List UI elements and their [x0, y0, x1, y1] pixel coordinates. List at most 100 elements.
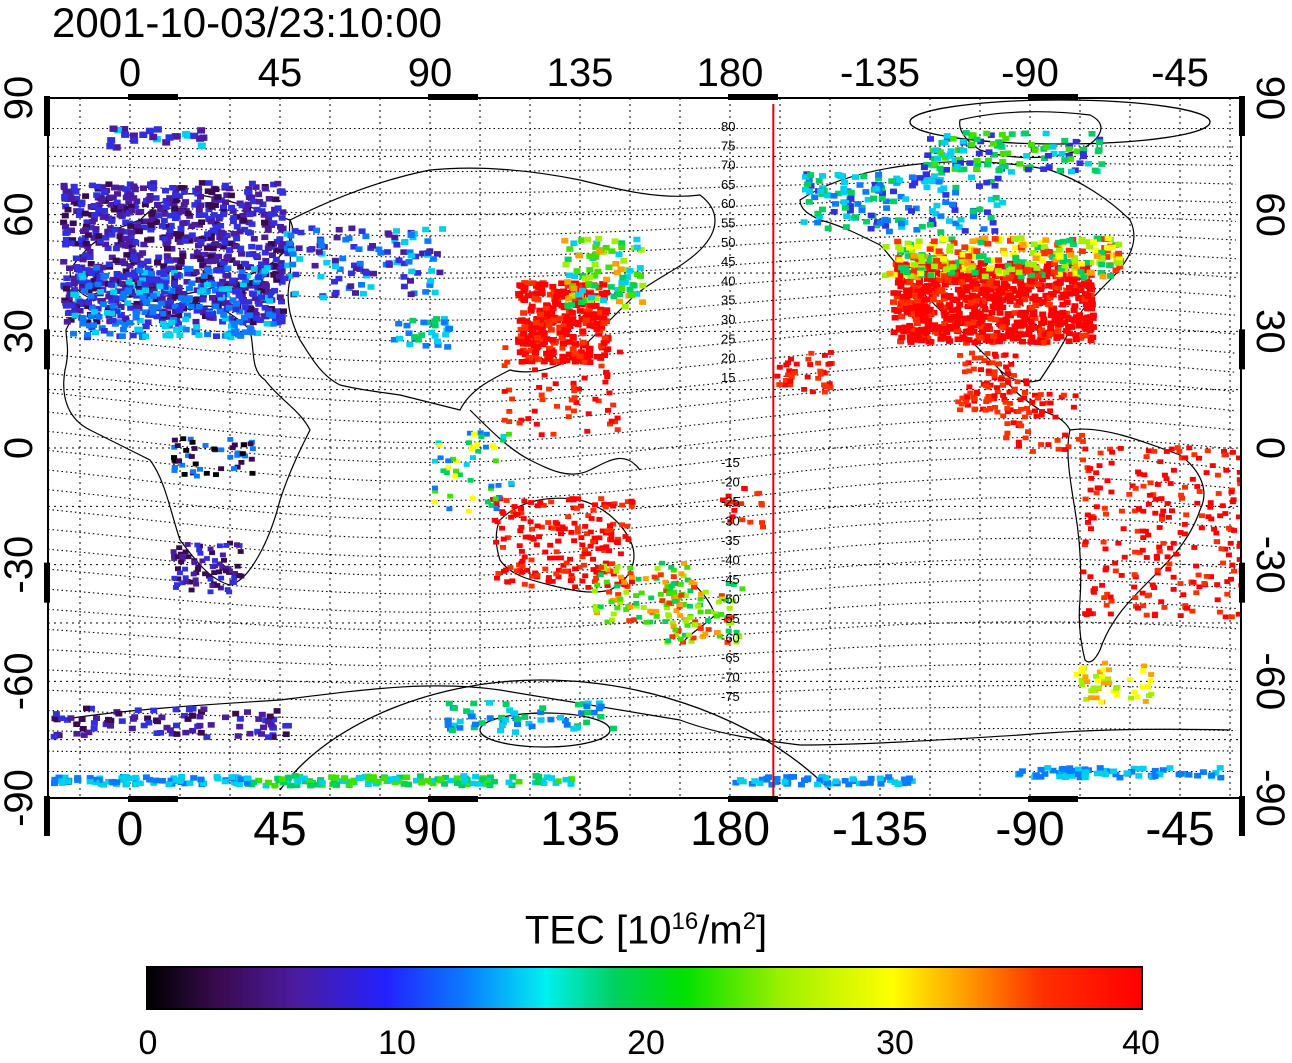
tec-cell: [1237, 481, 1241, 487]
tec-cell: [1000, 413, 1007, 419]
tec-cell: [1194, 772, 1202, 779]
tec-cell: [981, 282, 989, 288]
tec-cell: [112, 257, 120, 264]
tec-cell: [98, 184, 106, 190]
tec-cell: [1022, 435, 1029, 441]
tec-cell: [970, 366, 977, 372]
tec-cell: [830, 209, 838, 215]
tec-cell: [126, 263, 134, 269]
tec-cell: [193, 324, 201, 330]
tec-cell: [1037, 774, 1045, 780]
tec-cell: [550, 317, 558, 323]
tec-cell: [967, 326, 975, 332]
tec-cell: [1123, 770, 1131, 776]
tec-cell: [965, 337, 973, 343]
tec-cell: [979, 253, 987, 259]
tec-cell: [207, 576, 214, 582]
tec-cell: [172, 197, 180, 204]
tec-cell: [208, 215, 216, 222]
tec-cell: [940, 292, 948, 298]
tec-cell: [592, 295, 600, 301]
tec-cell: [547, 327, 555, 333]
tec-cell: [195, 207, 203, 213]
south-pole-contour-outer: [279, 679, 831, 791]
tec-cell: [118, 775, 126, 781]
tec-cell: [528, 557, 535, 563]
tec-cell: [396, 335, 403, 342]
tec-cell: [113, 271, 121, 277]
tec-cell: [882, 198, 890, 205]
tec-cell: [1084, 679, 1091, 685]
tec-cell: [1135, 773, 1143, 779]
tec-cell: [278, 313, 286, 320]
tec-cell: [207, 546, 214, 552]
tec-cell: [467, 709, 474, 716]
tec-cell: [505, 431, 512, 437]
tec-cell: [1228, 576, 1234, 582]
tec-cell: [219, 552, 226, 558]
tec-cell: [731, 508, 738, 513]
tec-cell: [241, 226, 249, 233]
tec-cell: [883, 205, 891, 211]
tec-cell: [1102, 660, 1108, 666]
tec-cell: [102, 235, 110, 241]
tec-cell: [66, 289, 74, 295]
tec-cell: [183, 312, 191, 319]
tec-cell: [96, 267, 104, 274]
tec-cell: [81, 299, 89, 306]
tec-cell: [234, 453, 241, 458]
tec-cell: [556, 359, 564, 365]
tec-cell: [203, 734, 211, 740]
tec-cell: [414, 270, 422, 276]
tec-cell: [583, 703, 591, 709]
tec-cell: [117, 203, 125, 210]
tec-cell: [545, 520, 552, 525]
tec-cell: [1084, 512, 1091, 518]
tec-cell: [117, 212, 125, 218]
contour-label: 50: [721, 235, 735, 250]
tec-cell: [982, 383, 989, 389]
tec-cell: [1023, 316, 1030, 322]
tec-cell: [516, 318, 524, 324]
tec-cell: [229, 277, 237, 284]
tec-cell: [440, 468, 447, 474]
tec-cell: [960, 147, 967, 154]
tec-cell: [1043, 339, 1051, 345]
tec-cell: [165, 331, 173, 337]
tec-cell: [315, 249, 323, 255]
tec-cell: [902, 196, 910, 202]
tec-cell: [1224, 591, 1231, 597]
tec-cell: [153, 730, 161, 736]
tec-cell: [569, 355, 577, 361]
tec-cell: [1131, 689, 1138, 695]
tec-cell: [569, 346, 577, 352]
tec-cell: [447, 493, 454, 499]
tec-cell: [82, 227, 90, 233]
tec-cell: [107, 202, 115, 208]
tec-cell: [816, 214, 823, 220]
tec-cell: [1002, 316, 1010, 323]
tec-cell: [265, 311, 273, 318]
tec-cell: [129, 132, 138, 139]
tec-cell: [1157, 459, 1164, 465]
tec-cell: [255, 274, 263, 281]
tec-cell: [537, 500, 544, 505]
tec-cell: [144, 273, 152, 280]
tec-cell: [192, 461, 199, 467]
tec-cell: [604, 528, 611, 534]
tec-cell: [352, 290, 359, 296]
contour-label: 70: [721, 158, 735, 173]
tec-cell: [687, 588, 694, 594]
tec-cell: [258, 731, 265, 737]
tec-cell: [647, 608, 654, 614]
tec-cell: [583, 719, 591, 726]
tec-cell: [913, 297, 921, 304]
tec-cell: [313, 227, 321, 234]
tec-cell: [996, 236, 1004, 242]
tec-cell: [178, 208, 186, 215]
tec-cell: [971, 306, 979, 312]
tec-cell: [422, 289, 430, 295]
tec-cell: [265, 718, 272, 725]
tec-cell: [902, 306, 910, 312]
tec-cell: [1002, 399, 1009, 405]
